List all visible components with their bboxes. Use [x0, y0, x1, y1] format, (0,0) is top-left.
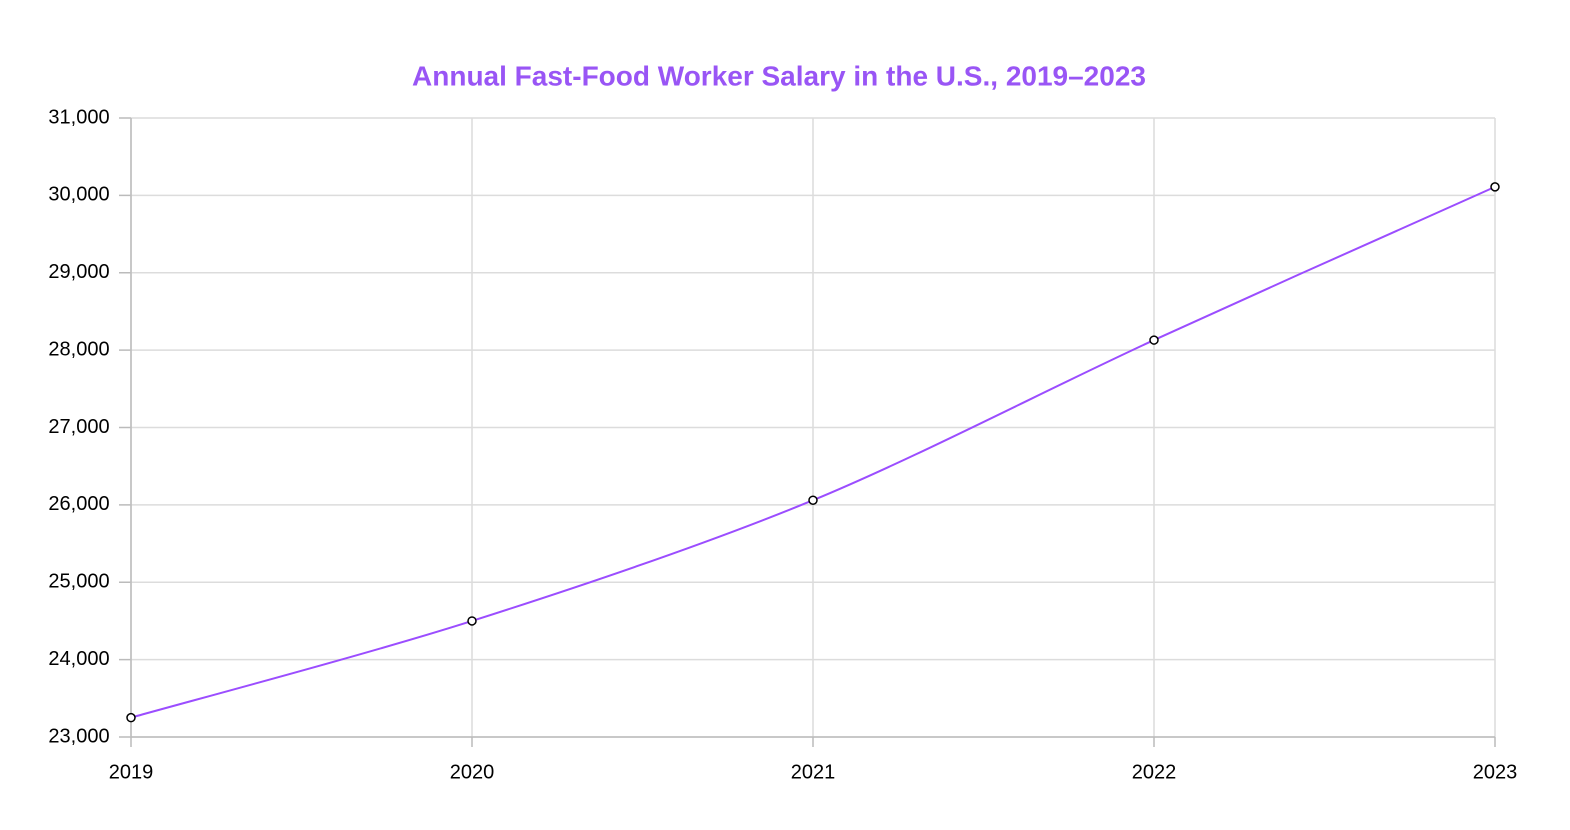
y-tick-label: 27,000 — [48, 416, 109, 438]
data-point — [1490, 182, 1500, 192]
x-tick-label: 2021 — [791, 761, 836, 783]
y-tick-label: 29,000 — [48, 261, 109, 283]
data-point — [126, 712, 136, 723]
x-tick-label: 2023 — [1473, 761, 1518, 783]
x-tick-label: 2022 — [1132, 761, 1177, 783]
chart-title: Annual Fast-Food Worker Salary in the U.… — [412, 60, 1146, 91]
data-point — [808, 495, 818, 505]
y-tick-label: 30,000 — [48, 184, 109, 206]
x-tick-label: 2019 — [109, 761, 154, 783]
data-point — [467, 616, 477, 626]
data-point — [1149, 335, 1159, 345]
y-tick-label: 26,000 — [48, 493, 109, 515]
y-tick-label: 23,000 — [48, 725, 109, 747]
x-tick-label: 2020 — [450, 761, 495, 783]
y-tick-label: 25,000 — [48, 571, 109, 593]
y-tick-label: 24,000 — [48, 648, 109, 670]
y-tick-label: 28,000 — [48, 338, 109, 360]
y-tick-label: 31,000 — [48, 106, 109, 128]
